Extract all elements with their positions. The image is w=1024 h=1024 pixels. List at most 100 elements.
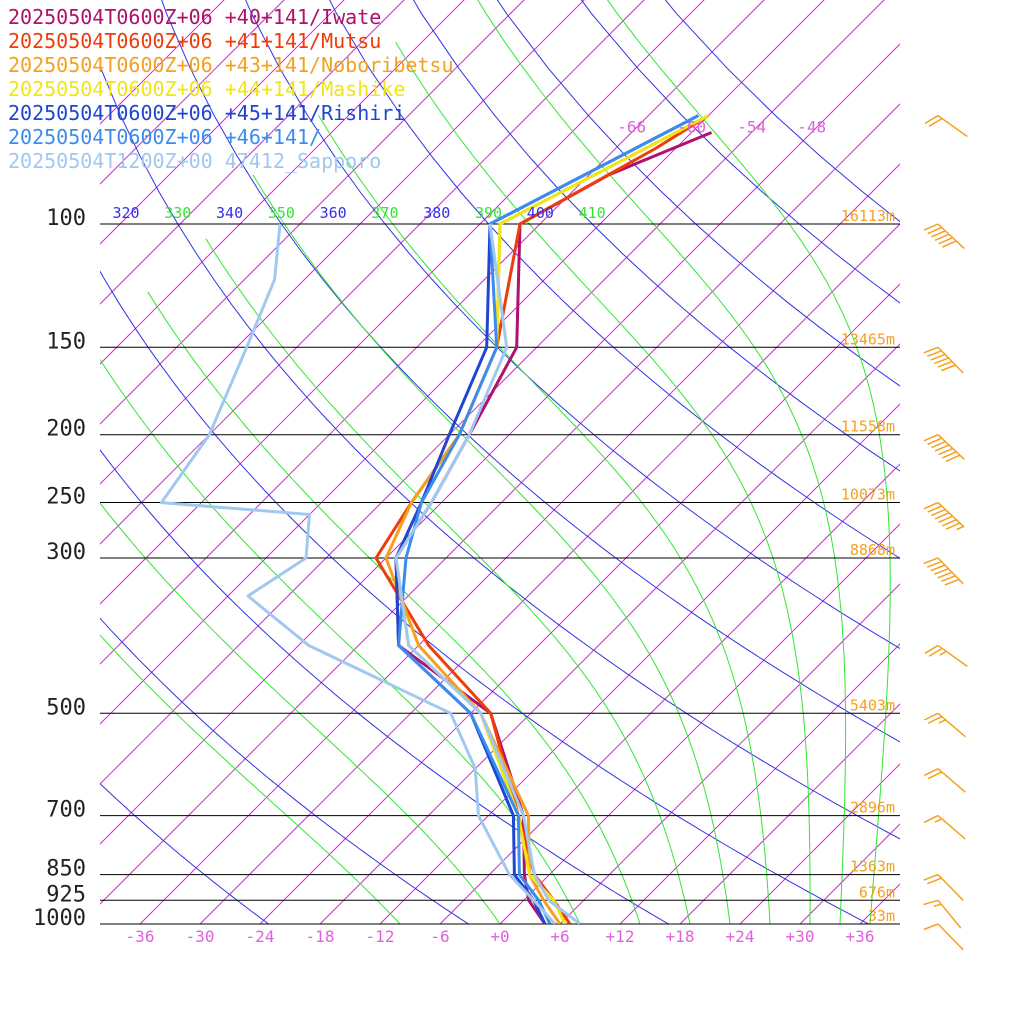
wind-barb-staff (937, 114, 968, 138)
dry-adiabat-line (100, 270, 870, 924)
wind-barb-flag (938, 447, 953, 456)
height-label: 5403m (850, 696, 895, 714)
isotherm-line (259, 283, 900, 924)
wind-barb-flag (923, 501, 939, 510)
wind-barb-flag (924, 114, 939, 125)
legend-entry: 20250504T0600Z+06 +45+141/Rishiri (8, 101, 405, 125)
moist-adiabat-line (205, 238, 691, 924)
pressure-label: 850 (46, 857, 86, 882)
theta-label: 340 (216, 204, 243, 222)
height-label: 2896m (850, 799, 895, 817)
wind-barb-flag (927, 877, 942, 885)
dry-adiabat-lines (100, 0, 900, 924)
wind-barb-staff (937, 768, 966, 793)
pressure-label: 700 (46, 798, 86, 823)
dry-adiabat-line (664, 0, 900, 223)
theta-label: 370 (371, 204, 398, 222)
wind-barb-flag (937, 571, 953, 579)
isotherm-label: -48 (797, 117, 826, 136)
wind-barb-flag (945, 522, 961, 530)
wind-barb-flag (927, 350, 942, 358)
wind-barb-staff (937, 874, 964, 901)
wind-barb (923, 557, 964, 586)
wind-barb-flag (934, 444, 950, 452)
wind-barb (923, 768, 966, 793)
moist-adiabat-line (477, 0, 847, 924)
isobar-lines (100, 223, 900, 925)
wind-barb-flag (923, 814, 939, 823)
wind-barb-staff (937, 346, 964, 374)
wind-barb-flag (927, 226, 942, 235)
wind-barb-staff (937, 712, 966, 738)
wind-barb-flag (941, 364, 956, 372)
wind-barb (923, 923, 964, 951)
isotherm-label: -54 (737, 117, 766, 136)
wind-barb-staff (937, 434, 965, 460)
wind-barb-flag (927, 771, 943, 780)
wind-barb (923, 346, 964, 374)
sounding-trace (397, 114, 700, 924)
wind-barb-flag (931, 440, 946, 449)
moist-adiabat-line (100, 358, 581, 924)
wind-barb-flag (938, 236, 953, 245)
wind-barb (923, 873, 964, 901)
theta-label: 330 (164, 204, 191, 222)
sounding-trace (384, 114, 710, 924)
wind-barb-flag (923, 557, 939, 565)
wind-barb (923, 501, 965, 531)
moist-adiabat-line (252, 174, 731, 924)
sounding-trace (374, 114, 710, 924)
wind-barb-flag (927, 560, 942, 568)
temperature-tick-label: +6 (550, 927, 569, 946)
pressure-label: 200 (46, 417, 86, 442)
theta-label: 410 (579, 204, 606, 222)
isotherm-line (499, 523, 900, 924)
wind-barb (924, 644, 968, 668)
moist-adiabat-line (318, 115, 771, 924)
height-label: 1363m (850, 858, 895, 876)
isotherm-line (619, 643, 900, 924)
wind-barb-half-flag (933, 903, 942, 908)
moist-adiabat-line (395, 42, 811, 924)
isotherm-line (859, 883, 900, 924)
temperature-tick-label: +12 (606, 927, 635, 946)
isotherm-line (679, 703, 900, 924)
temperature-tick-label: -18 (306, 927, 335, 946)
temperature-tick-label: -24 (246, 927, 275, 946)
theta-label: 380 (423, 204, 450, 222)
wind-barb-flag (931, 230, 946, 238)
isotherm-line (559, 583, 900, 924)
dry-adiabat-line (100, 617, 470, 924)
temperature-tick-label: +30 (786, 927, 815, 946)
isotherm-line (799, 823, 900, 924)
wind-barb-flag (934, 568, 949, 575)
legend-entry: 20250504T0600Z+06 +44+141/Mashike (8, 77, 405, 101)
wind-barb-staff (937, 899, 962, 929)
wind-barb-flag (923, 923, 939, 931)
theta-label: 360 (320, 204, 347, 222)
isotherm-line (739, 763, 900, 924)
temperature-tick-label: -36 (126, 927, 155, 946)
isotherm-line (199, 223, 900, 924)
wind-barb (923, 434, 965, 463)
wind-barb (923, 223, 965, 250)
isotherm-label: -66 (617, 117, 646, 136)
dry-adiabat-line (245, 0, 900, 650)
dry-adiabat-line (329, 0, 900, 559)
height-label: 16113m (841, 207, 895, 225)
theta-label: 350 (268, 204, 295, 222)
wind-barb-flag (930, 353, 946, 361)
wind-barb-flag (928, 647, 943, 657)
wind-barb-flag (934, 512, 950, 520)
wind-barb (923, 712, 966, 738)
pressure-label: 1000 (33, 906, 86, 931)
wind-barb-staff (937, 814, 966, 840)
pressure-label: 500 (46, 695, 86, 720)
wind-barb-flag (941, 240, 957, 248)
temperature-tick-label: -6 (430, 927, 449, 946)
height-label: 10073m (841, 486, 895, 504)
theta-label: 390 (475, 204, 502, 222)
isotherm-line (920, 0, 1024, 924)
wind-barb-half-flag (956, 525, 964, 531)
